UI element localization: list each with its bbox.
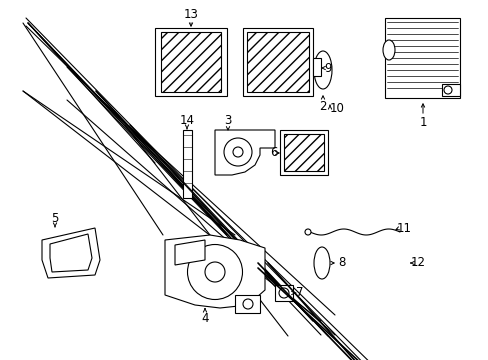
Bar: [384, 18, 459, 98]
Text: 7: 7: [296, 287, 303, 300]
Bar: [246, 32, 308, 92]
Bar: [274, 285, 292, 301]
Text: 5: 5: [51, 212, 59, 225]
Text: 1: 1: [418, 116, 426, 129]
Ellipse shape: [305, 229, 310, 235]
Bar: [235, 295, 260, 313]
Ellipse shape: [313, 51, 331, 89]
Text: 4: 4: [201, 311, 208, 324]
Bar: [280, 130, 327, 175]
Bar: [243, 28, 312, 96]
Text: 11: 11: [396, 221, 411, 234]
Text: 6: 6: [270, 147, 277, 159]
Text: 14: 14: [179, 114, 194, 127]
Polygon shape: [215, 130, 274, 175]
Text: 8: 8: [338, 256, 345, 270]
Ellipse shape: [243, 299, 252, 309]
Ellipse shape: [204, 262, 224, 282]
Bar: [284, 134, 324, 171]
Bar: [312, 58, 320, 76]
Bar: [155, 28, 226, 96]
Ellipse shape: [187, 244, 242, 300]
Ellipse shape: [224, 138, 251, 166]
Polygon shape: [175, 240, 204, 265]
Bar: [183, 130, 192, 198]
Polygon shape: [50, 234, 92, 272]
Text: 9: 9: [324, 62, 331, 75]
Polygon shape: [42, 228, 100, 278]
Text: 13: 13: [183, 8, 198, 21]
Text: 3: 3: [224, 114, 231, 127]
Bar: [441, 84, 459, 96]
Text: 2: 2: [319, 99, 326, 112]
Ellipse shape: [443, 86, 451, 94]
Ellipse shape: [279, 288, 288, 298]
Bar: [161, 32, 221, 92]
Text: 10: 10: [329, 102, 344, 114]
Ellipse shape: [313, 247, 329, 279]
Ellipse shape: [232, 147, 243, 157]
Ellipse shape: [382, 40, 394, 60]
Text: 12: 12: [409, 256, 425, 270]
Polygon shape: [164, 235, 264, 308]
